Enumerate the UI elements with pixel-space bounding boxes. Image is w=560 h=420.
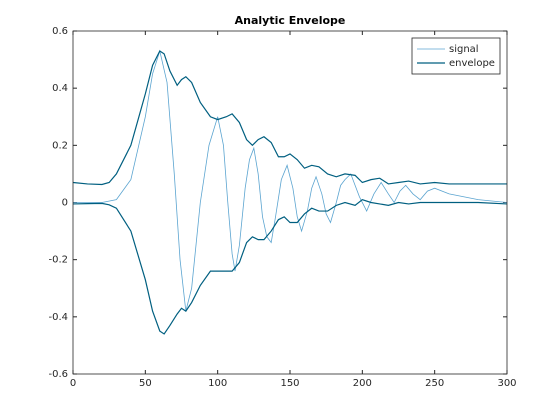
chart-title: Analytic Envelope — [235, 14, 346, 27]
y-tick-label: 0.6 — [52, 26, 68, 37]
y-tick-label: -0.6 — [48, 369, 68, 380]
legend-label: signal — [449, 44, 479, 55]
x-tick-label: 0 — [70, 378, 76, 389]
series-line — [73, 49, 508, 312]
legend-box — [411, 37, 501, 75]
series-line — [72, 50, 507, 186]
x-tick-label: 150 — [280, 378, 299, 389]
x-tick-label: 250 — [425, 378, 444, 389]
legend-label: envelope — [449, 58, 495, 69]
y-tick-label: -0.4 — [48, 312, 68, 323]
series-line — [72, 198, 508, 335]
y-tick-label: -0.2 — [48, 255, 68, 266]
x-tick-label: 200 — [353, 378, 372, 389]
axes-box — [72, 30, 508, 375]
y-tick-label: 0.2 — [52, 140, 68, 151]
y-tick-label: 0 — [62, 198, 68, 209]
x-tick-label: 300 — [497, 378, 516, 389]
y-tick-label: 0.4 — [52, 83, 68, 94]
x-tick-label: 50 — [139, 378, 152, 389]
x-tick-label: 100 — [208, 378, 227, 389]
